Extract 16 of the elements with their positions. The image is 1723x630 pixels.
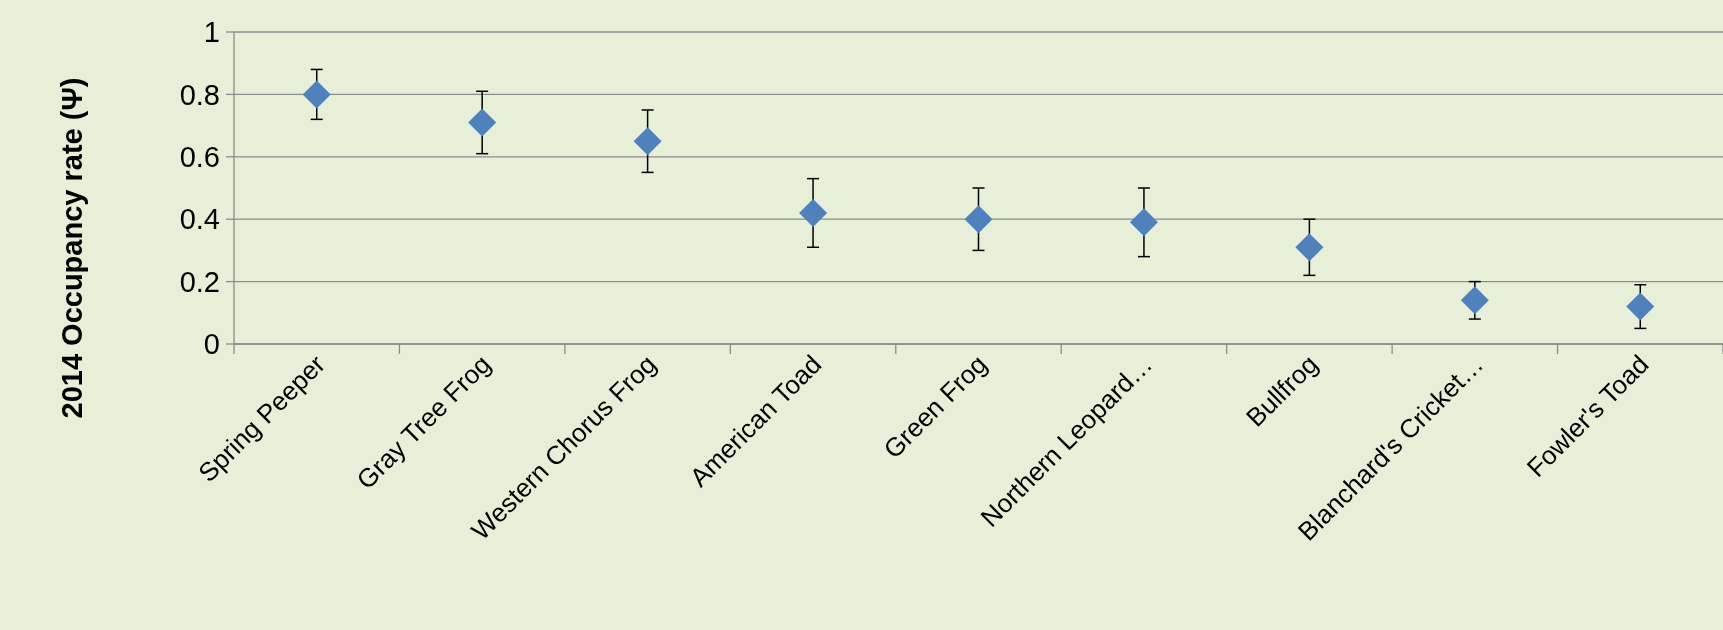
point <box>1460 286 1489 315</box>
y-axis-title: 2014 Occupancy rate (Ψ) <box>56 77 88 419</box>
point <box>1295 233 1324 262</box>
point <box>799 198 828 227</box>
point <box>1129 208 1158 237</box>
point <box>1626 292 1655 321</box>
y-tick-label: 0.6 <box>179 140 220 173</box>
y-tick-label: 0.4 <box>179 203 220 236</box>
y-tick-label: 0.2 <box>179 265 220 298</box>
point <box>468 108 497 137</box>
point <box>633 127 662 156</box>
point <box>964 205 993 234</box>
y-tick-label: 0 <box>203 328 220 361</box>
point <box>302 80 331 109</box>
y-tick-label: 0.8 <box>179 78 220 111</box>
y-tick-label: 1 <box>203 16 220 49</box>
